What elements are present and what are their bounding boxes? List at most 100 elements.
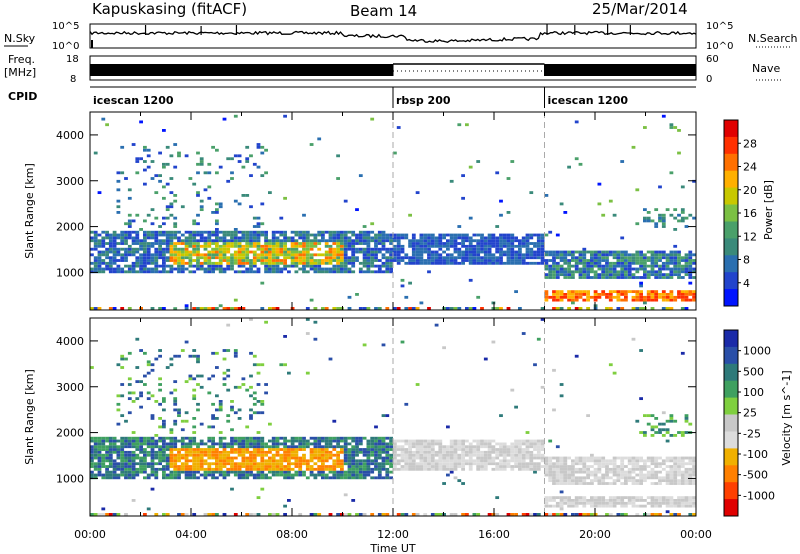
heatmap-cell xyxy=(271,453,276,457)
heatmap-cell xyxy=(411,467,416,471)
heatmap-cell xyxy=(491,513,496,516)
heatmap-cell xyxy=(241,450,246,454)
colorbar-swatch xyxy=(724,289,738,307)
heatmap-cell xyxy=(120,242,125,245)
colorbar-swatch xyxy=(724,136,738,155)
heatmap-cell xyxy=(669,476,674,480)
heatmap-cell xyxy=(237,467,242,471)
heatmap-cell xyxy=(385,448,390,451)
heatmap-cell xyxy=(624,256,628,260)
heatmap-cell xyxy=(559,394,564,398)
heatmap-cell xyxy=(230,428,234,432)
heatmap-cell xyxy=(192,247,197,251)
heatmap-cell xyxy=(563,462,568,466)
heatmap-cell xyxy=(249,205,253,209)
heatmap-cell xyxy=(476,448,481,451)
heatmap-cell xyxy=(396,233,401,237)
heatmap-cell xyxy=(499,459,503,463)
heatmap-cell xyxy=(601,499,606,502)
heatmap-cell xyxy=(169,236,174,240)
heatmap-cell xyxy=(601,465,606,468)
heatmap-cell xyxy=(608,496,613,500)
heatmap-cell xyxy=(525,453,530,457)
heatmap-cell xyxy=(184,244,189,248)
heatmap-cell xyxy=(438,256,443,260)
heatmap-cell xyxy=(321,456,325,460)
cpid-segment-label: rbsp 200 xyxy=(396,94,451,107)
heatmap-cell xyxy=(169,439,174,443)
heatmap-cell xyxy=(669,290,674,294)
heatmap-cell xyxy=(351,462,356,466)
heatmap-cell xyxy=(608,199,613,203)
heatmap-cell xyxy=(298,473,303,477)
heatmap-cell xyxy=(162,230,166,234)
heatmap-cell xyxy=(275,244,280,248)
heatmap-cell xyxy=(192,465,197,468)
heatmap-cell xyxy=(692,482,696,485)
heatmap-cell xyxy=(374,436,378,440)
heatmap-cell xyxy=(302,445,306,449)
heatmap-cell xyxy=(536,442,541,446)
heatmap-cell xyxy=(158,453,162,457)
heatmap-cell xyxy=(540,239,545,243)
heatmap-cell xyxy=(669,482,674,485)
heatmap-cell xyxy=(688,267,693,271)
heatmap-cell xyxy=(362,253,367,257)
heatmap-cell xyxy=(131,242,136,245)
heatmap-cell xyxy=(419,261,424,265)
heatmap-cell xyxy=(586,261,590,265)
heatmap-cell xyxy=(309,465,314,468)
heatmap-cell xyxy=(90,436,94,440)
heatmap-cell xyxy=(374,244,378,248)
heatmap-cell xyxy=(571,459,575,463)
heatmap-cell xyxy=(211,467,215,471)
heatmap-cell xyxy=(559,267,564,271)
heatmap-cell xyxy=(400,236,405,240)
heatmap-cell xyxy=(290,462,295,466)
heatmap-cell xyxy=(631,145,636,149)
heatmap-cell xyxy=(173,422,178,426)
heatmap-cell xyxy=(260,363,265,367)
heatmap-cell xyxy=(230,442,234,446)
heatmap-cell xyxy=(260,467,265,471)
heatmap-cell xyxy=(124,239,128,243)
heatmap-cell xyxy=(499,448,503,451)
heatmap-cell xyxy=(673,256,678,260)
heatmap-cell xyxy=(582,459,587,463)
heatmap-cell xyxy=(427,261,431,265)
heatmap-cell xyxy=(188,445,193,449)
heatmap-cell xyxy=(112,247,117,251)
heatmap-cell xyxy=(215,453,219,457)
heatmap-cell xyxy=(449,236,454,240)
heatmap-cell xyxy=(631,459,636,463)
heatmap-cell xyxy=(499,442,503,446)
heatmap-cell xyxy=(321,233,325,237)
heatmap-cell xyxy=(332,476,337,480)
heatmap-cell xyxy=(120,383,125,386)
heatmap-cell xyxy=(226,256,231,260)
heatmap-cell xyxy=(154,400,159,403)
heatmap-cell xyxy=(199,233,204,237)
heatmap-cell xyxy=(548,513,553,516)
heatmap-cell xyxy=(252,391,257,395)
heatmap-cell xyxy=(124,459,128,463)
heatmap-cell xyxy=(582,276,587,279)
heatmap-cell xyxy=(423,462,428,466)
heatmap-cell xyxy=(483,465,488,468)
heatmap-cell xyxy=(518,462,522,466)
heatmap-cell xyxy=(650,459,655,463)
heatmap-cell xyxy=(177,253,181,257)
heatmap-cell xyxy=(169,462,174,466)
heatmap-cell xyxy=(241,264,246,268)
heatmap-cell xyxy=(124,445,128,449)
heatmap-cell xyxy=(601,501,606,505)
heatmap-cell xyxy=(506,459,511,463)
heatmap-cell xyxy=(203,459,208,463)
heatmap-cell xyxy=(650,501,655,505)
heatmap-cell xyxy=(661,496,666,500)
heatmap-cell xyxy=(343,253,348,257)
heatmap-cell xyxy=(328,442,333,446)
heatmap-cell xyxy=(271,439,276,443)
heatmap-cell xyxy=(249,242,253,245)
heatmap-cell xyxy=(97,465,102,468)
